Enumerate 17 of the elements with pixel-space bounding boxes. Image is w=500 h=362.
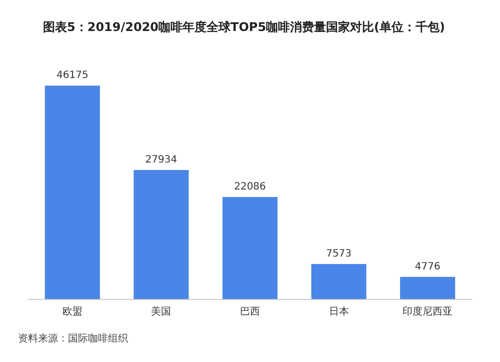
bar — [311, 264, 366, 299]
x-tick-label: 巴西 — [240, 306, 260, 318]
text: 资料来源：国际咖啡组织 — [18, 332, 128, 344]
x-tick-label: 美国 — [151, 306, 172, 318]
data-label: 7573 — [326, 248, 352, 260]
bar — [44, 86, 100, 299]
data-label: 22086 — [234, 181, 266, 192]
data-label: 27934 — [145, 154, 178, 166]
x-tick-label: 欧盟 — [62, 306, 82, 318]
data-label: 46175 — [56, 70, 88, 82]
data-label: 4776 — [414, 261, 440, 272]
x-tick-label: 印度尼西亚 — [402, 306, 453, 318]
bar — [134, 170, 189, 299]
chart-title: 图表5：2019/2020咖啡年度全球TOP5咖啡消费量国家对比(单位：千包) — [43, 20, 446, 34]
bar — [222, 196, 278, 299]
x-tick-label: 日本 — [328, 306, 349, 318]
bar — [400, 276, 456, 299]
